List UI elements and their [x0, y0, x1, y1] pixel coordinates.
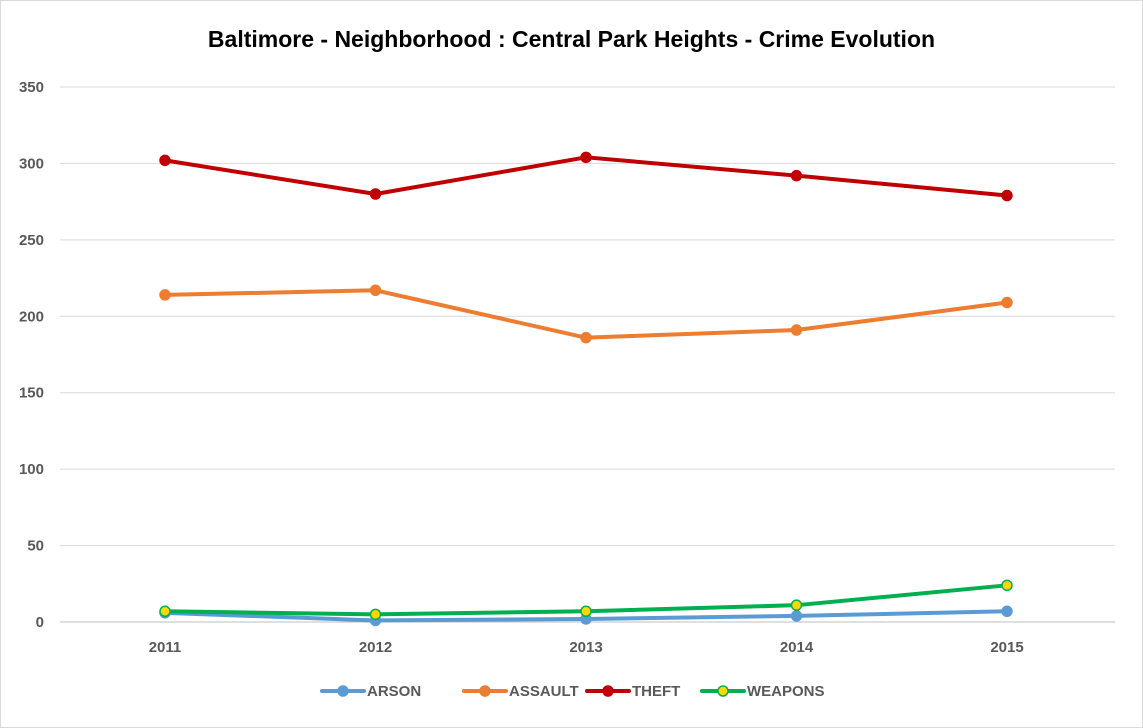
- legend-swatch-marker: [717, 685, 729, 697]
- legend-label: ARSON: [367, 683, 421, 700]
- legend: ARSON ASSAULT THEFT WEAPONS: [320, 683, 825, 700]
- legend-item-assault: ASSAULT: [462, 683, 579, 700]
- legend-label: ASSAULT: [509, 683, 579, 700]
- legend-item-arson: ARSON: [320, 683, 421, 700]
- legend-swatch-marker: [602, 685, 614, 697]
- data-point-weapons: [369, 608, 382, 621]
- gridlines: [60, 86, 1115, 623]
- series-assault: [159, 284, 1013, 344]
- x-tick-label: 2011: [149, 639, 182, 656]
- x-axis-ticks: 2011 2012 2013 2014 2015: [149, 639, 1024, 656]
- y-tick-label: 250: [19, 232, 44, 249]
- data-point-theft: [1001, 189, 1013, 202]
- y-tick-label: 200: [19, 308, 44, 325]
- data-point-assault: [369, 284, 382, 297]
- y-tick-label: 150: [19, 385, 44, 402]
- y-tick-label: 0: [36, 614, 44, 631]
- legend-item-theft: THEFT: [585, 683, 680, 700]
- data-point-theft: [369, 188, 382, 200]
- y-tick-label: 50: [27, 538, 44, 555]
- series-line-assault: [163, 288, 1009, 340]
- data-point-weapons: [159, 605, 171, 618]
- x-tick-label: 2015: [990, 639, 1023, 656]
- data-point-assault: [790, 324, 803, 336]
- data-point-assault: [1001, 296, 1013, 309]
- legend-swatch-marker: [337, 685, 349, 697]
- data-point-theft: [159, 154, 171, 167]
- legend-item-weapons: WEAPONS: [700, 683, 825, 700]
- y-tick-label: 100: [19, 461, 44, 478]
- x-tick-label: 2013: [569, 639, 602, 656]
- series-theft: [159, 151, 1013, 202]
- legend-label: WEAPONS: [747, 683, 825, 700]
- data-point-assault: [159, 289, 171, 301]
- data-point-theft: [580, 151, 592, 164]
- data-point-assault: [580, 331, 592, 344]
- y-axis-ticks: 0 50 100 150 200 250 300 350: [19, 79, 44, 631]
- data-point-weapons: [790, 599, 803, 611]
- legend-swatch-marker: [479, 685, 491, 697]
- data-point-weapons: [1001, 579, 1013, 592]
- series-lines: [159, 151, 1013, 627]
- data-point-weapons: [580, 605, 592, 618]
- x-tick-label: 2014: [780, 639, 814, 656]
- data-point-arson: [1001, 605, 1013, 618]
- data-point-theft: [790, 169, 803, 182]
- legend-label: THEFT: [632, 683, 680, 700]
- series-weapons: [159, 579, 1013, 621]
- y-tick-label: 350: [19, 79, 44, 96]
- x-tick-label: 2012: [359, 639, 392, 656]
- y-tick-label: 300: [19, 155, 44, 172]
- data-point-arson: [790, 610, 803, 622]
- chart-title: Baltimore - Neighborhood : Central Park …: [207, 26, 936, 52]
